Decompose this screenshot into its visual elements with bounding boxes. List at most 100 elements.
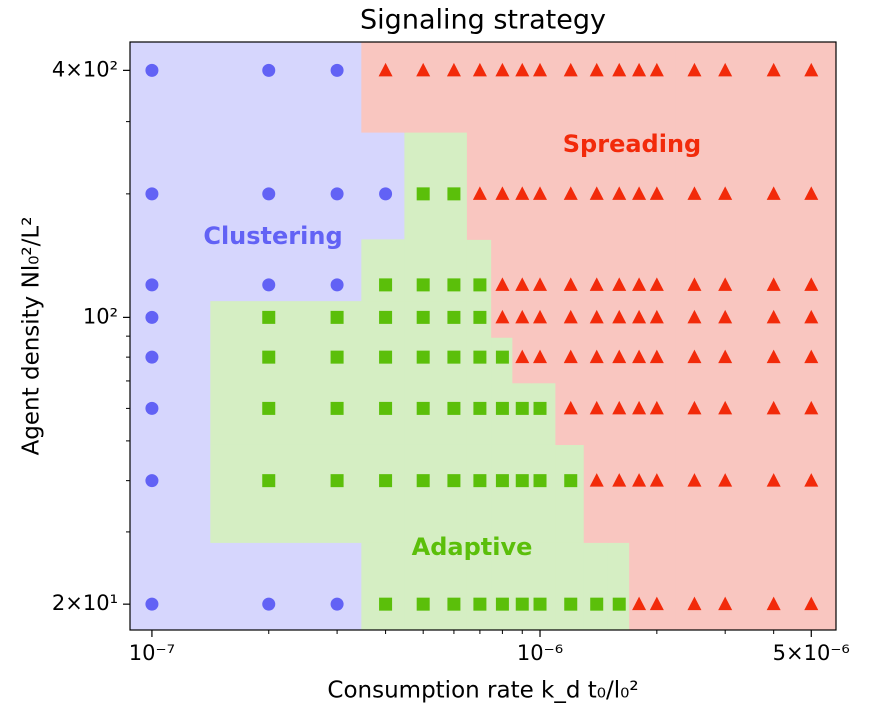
point: [378, 62, 393, 77]
region-cell: [675, 132, 711, 240]
point: [145, 187, 159, 201]
point: [649, 473, 664, 487]
point: [718, 349, 733, 364]
x-tick-label: 5×10⁻⁶: [773, 641, 850, 665]
point: [262, 474, 276, 488]
region-cell: [647, 542, 677, 631]
point: [533, 474, 547, 488]
region-cell: [709, 444, 750, 543]
point: [718, 186, 733, 200]
region-cell: [130, 382, 211, 446]
point: [447, 350, 461, 364]
point: [145, 401, 159, 415]
point: [589, 473, 604, 487]
point: [330, 350, 344, 364]
region-cell: [404, 42, 440, 133]
point: [632, 277, 647, 291]
region-cell: [210, 42, 304, 133]
point: [687, 596, 702, 611]
region-cell: [361, 542, 405, 631]
point: [632, 349, 647, 364]
point: [416, 310, 430, 324]
point: [804, 62, 819, 77]
point: [804, 277, 819, 291]
region-cell: [555, 444, 585, 543]
point: [563, 62, 578, 77]
region-cell: [607, 239, 630, 302]
point: [589, 186, 604, 200]
region-cell: [361, 42, 405, 133]
point: [495, 277, 510, 291]
point: [446, 62, 461, 77]
point: [379, 310, 393, 324]
point: [766, 473, 781, 487]
point: [495, 62, 510, 77]
point: [447, 310, 461, 324]
point: [330, 401, 344, 415]
region-cell: [583, 444, 609, 543]
point: [262, 278, 276, 292]
region-cell: [709, 42, 750, 133]
region-cell: [709, 542, 750, 631]
point: [632, 62, 647, 77]
point: [473, 474, 487, 488]
point: [515, 401, 529, 415]
region-cell: [531, 444, 556, 543]
point: [649, 309, 664, 324]
point: [533, 62, 548, 77]
region-cell: [210, 337, 304, 384]
point: [495, 186, 510, 200]
point: [473, 597, 487, 611]
point: [649, 349, 664, 364]
point: [416, 401, 430, 415]
point: [649, 62, 664, 77]
point: [495, 474, 509, 488]
point: [649, 596, 664, 611]
point: [589, 309, 604, 324]
point: [589, 400, 604, 415]
point: [766, 62, 781, 77]
point: [473, 310, 487, 324]
region-cell: [210, 132, 304, 240]
point: [533, 309, 548, 324]
region-cell: [647, 239, 677, 302]
region-cell: [302, 132, 362, 240]
point: [589, 62, 604, 77]
region-cell: [607, 132, 630, 240]
point: [718, 473, 733, 487]
region-cell: [583, 542, 609, 631]
region-cell: [404, 239, 440, 302]
point: [804, 400, 819, 415]
point: [447, 187, 461, 201]
region-cell: [555, 42, 585, 133]
region-cell: [749, 542, 793, 631]
point: [612, 473, 627, 487]
point: [472, 186, 487, 200]
point: [766, 309, 781, 324]
point: [564, 597, 578, 611]
region-cell: [302, 42, 362, 133]
region-cell: [709, 132, 750, 240]
point: [718, 62, 733, 77]
point: [145, 474, 159, 488]
point: [447, 401, 461, 415]
region-cell: [438, 444, 468, 543]
point: [533, 277, 548, 291]
region-cell: [749, 42, 793, 133]
point: [612, 597, 626, 611]
point: [447, 278, 461, 292]
point: [590, 597, 604, 611]
region-cell: [531, 239, 556, 302]
region-cell: [512, 444, 532, 543]
region-cell: [130, 301, 211, 338]
point: [145, 63, 159, 77]
region-cell: [647, 132, 677, 240]
point: [718, 309, 733, 324]
point: [495, 401, 509, 415]
region-cell: [607, 542, 630, 631]
point: [515, 349, 530, 364]
region-cell: [675, 239, 711, 302]
region-cell: [491, 42, 513, 133]
point: [515, 309, 530, 324]
region-cell: [792, 542, 837, 631]
